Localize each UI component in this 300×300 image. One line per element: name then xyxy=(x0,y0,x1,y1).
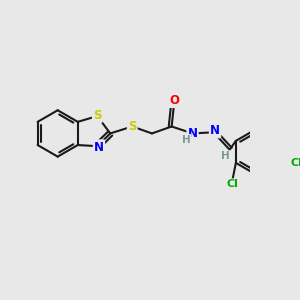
Text: N: N xyxy=(210,124,220,137)
Text: Cl: Cl xyxy=(226,179,238,189)
Text: H: H xyxy=(182,135,190,145)
Text: S: S xyxy=(128,120,136,133)
Text: O: O xyxy=(169,94,179,107)
Text: H: H xyxy=(221,151,230,161)
Text: S: S xyxy=(93,109,102,122)
Text: N: N xyxy=(188,127,197,140)
Text: N: N xyxy=(94,140,104,154)
Text: Cl: Cl xyxy=(291,158,300,168)
